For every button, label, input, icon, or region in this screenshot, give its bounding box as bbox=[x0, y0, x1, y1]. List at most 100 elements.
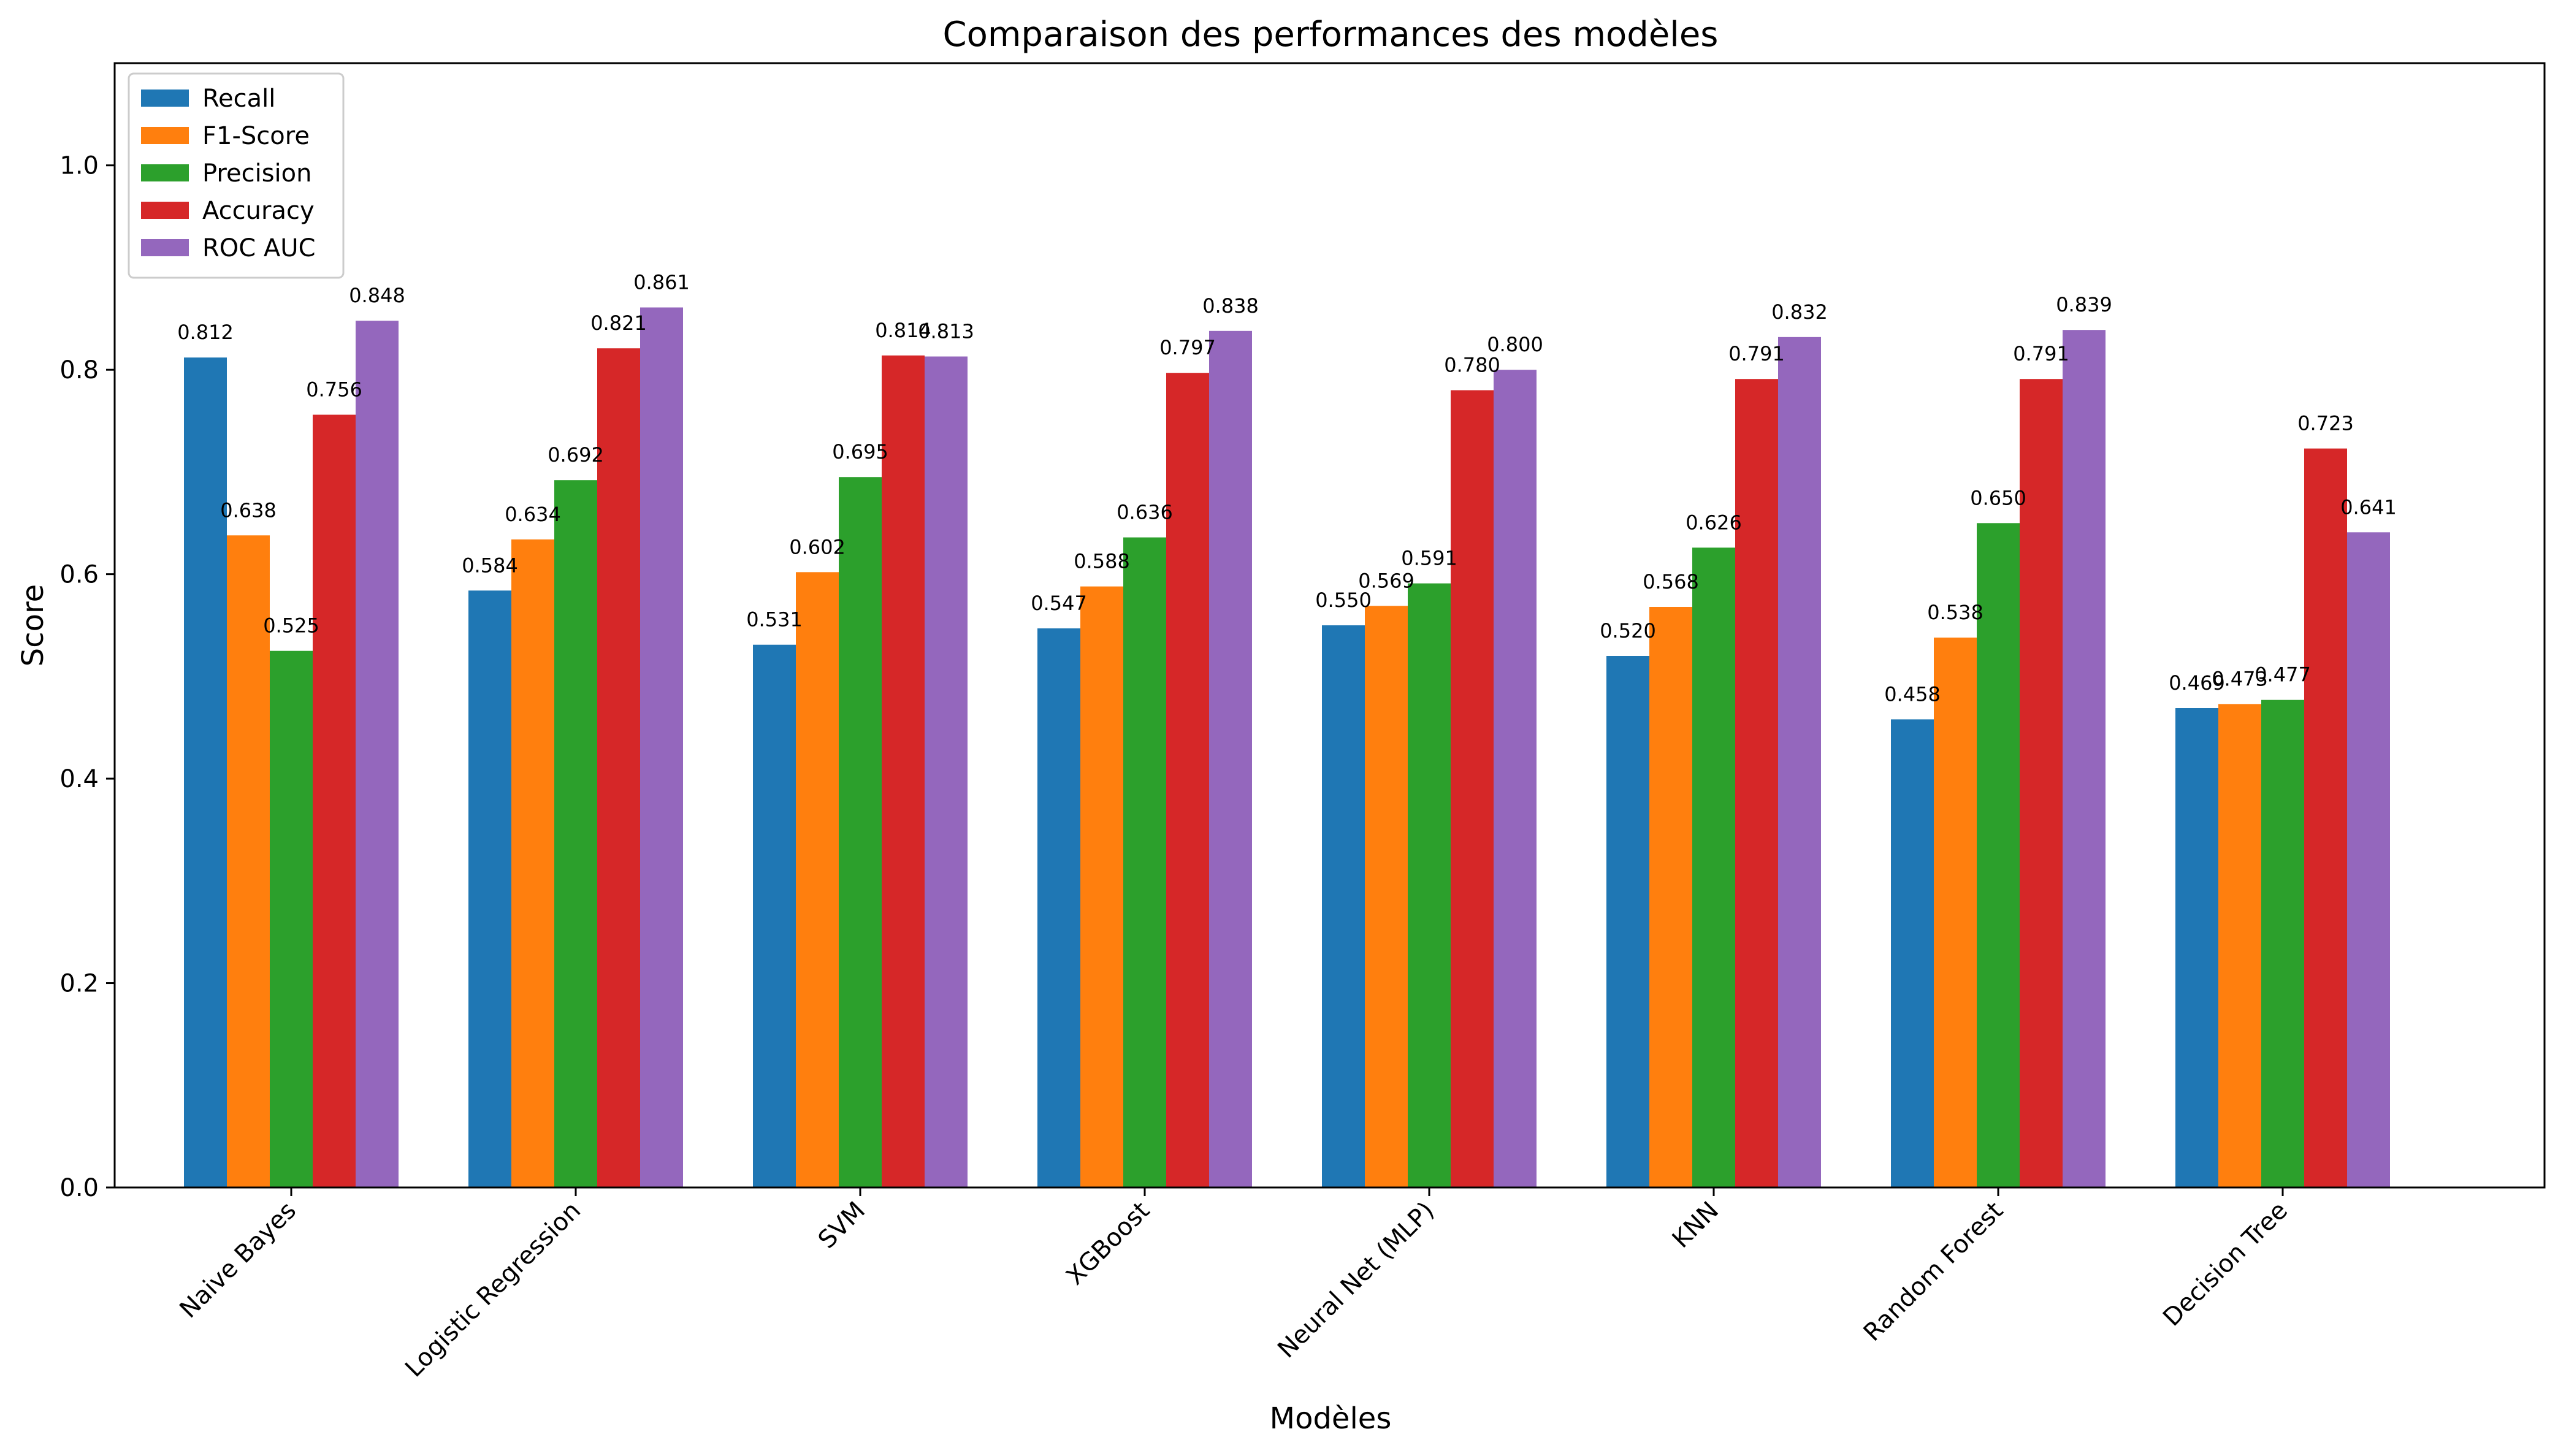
data-label: 0.650 bbox=[1970, 486, 2026, 509]
y-tick-label: 0.0 bbox=[59, 1174, 99, 1202]
legend-swatch bbox=[141, 239, 189, 256]
data-label: 0.591 bbox=[1401, 547, 1457, 570]
data-label: 0.839 bbox=[2056, 293, 2112, 316]
data-label: 0.791 bbox=[1728, 342, 1785, 365]
data-label: 0.813 bbox=[918, 320, 974, 343]
bar bbox=[1891, 719, 1934, 1187]
bar bbox=[270, 650, 313, 1187]
bar bbox=[2261, 699, 2304, 1187]
data-label: 0.838 bbox=[1202, 294, 1259, 318]
bar bbox=[468, 590, 511, 1187]
bar bbox=[839, 477, 882, 1188]
bars-layer bbox=[184, 307, 2390, 1188]
bar bbox=[597, 348, 640, 1188]
bar bbox=[184, 357, 227, 1188]
legend-label: Precision bbox=[202, 159, 311, 188]
legend: Recall F1-Score Precision Accuracy ROC AUC bbox=[128, 72, 345, 279]
data-label: 0.812 bbox=[177, 321, 234, 344]
bar bbox=[1494, 370, 1537, 1188]
data-label: 0.641 bbox=[2340, 495, 2397, 519]
bar bbox=[227, 535, 270, 1187]
y-tick-label: 0.6 bbox=[59, 561, 99, 589]
data-label: 0.832 bbox=[1771, 300, 1828, 324]
data-label: 0.756 bbox=[306, 378, 362, 402]
bar bbox=[2347, 532, 2390, 1187]
bar bbox=[313, 414, 356, 1187]
data-label: 0.538 bbox=[1927, 601, 1983, 624]
data-label: 0.791 bbox=[2013, 342, 2069, 365]
legend-frame bbox=[128, 72, 345, 279]
bar bbox=[1322, 625, 1365, 1187]
bar bbox=[511, 539, 554, 1187]
data-label: 0.814 bbox=[875, 319, 931, 342]
data-label: 0.634 bbox=[505, 503, 561, 526]
data-label: 0.588 bbox=[1074, 550, 1130, 573]
data-label: 0.723 bbox=[2297, 412, 2354, 435]
bar bbox=[2020, 379, 2063, 1188]
data-label: 0.695 bbox=[832, 440, 888, 463]
bar bbox=[1365, 606, 1408, 1187]
legend-label: F1-Score bbox=[202, 122, 310, 150]
bar bbox=[1735, 379, 1778, 1188]
bar bbox=[1649, 607, 1692, 1187]
bar bbox=[1451, 390, 1494, 1187]
data-label: 0.473 bbox=[2212, 667, 2268, 690]
legend-label: ROC AUC bbox=[202, 234, 316, 262]
data-label: 0.547 bbox=[1031, 592, 1087, 615]
bar bbox=[1778, 337, 1821, 1187]
bar bbox=[1166, 373, 1209, 1188]
data-label: 0.469 bbox=[2169, 671, 2225, 695]
data-label: 0.477 bbox=[2254, 663, 2311, 687]
bar bbox=[554, 480, 597, 1188]
data-label: 0.821 bbox=[590, 311, 647, 335]
y-tick-label: 1.0 bbox=[59, 152, 99, 180]
bar bbox=[1408, 583, 1451, 1187]
bar bbox=[1692, 547, 1735, 1187]
bar bbox=[2304, 448, 2347, 1187]
data-label: 0.626 bbox=[1686, 511, 1742, 534]
legend-label: Recall bbox=[202, 85, 275, 113]
data-label: 0.525 bbox=[263, 614, 319, 638]
y-tick-label: 0.4 bbox=[59, 765, 99, 793]
y-tick-label: 0.8 bbox=[59, 356, 99, 384]
bar bbox=[1123, 537, 1166, 1187]
bar bbox=[882, 355, 925, 1187]
data-label: 0.602 bbox=[789, 535, 846, 558]
bar bbox=[356, 321, 399, 1188]
legend-swatch bbox=[141, 164, 189, 181]
bar bbox=[2175, 708, 2218, 1187]
bar bbox=[925, 356, 968, 1187]
chart-title: Comparaison des performances des modèles bbox=[943, 15, 1719, 55]
plot-frame bbox=[113, 62, 2546, 1189]
bar bbox=[1080, 586, 1123, 1187]
data-label: 0.550 bbox=[1315, 589, 1372, 612]
bar bbox=[1934, 638, 1977, 1187]
x-axis-label: Modèles bbox=[1270, 1401, 1392, 1436]
legend-swatch bbox=[141, 202, 189, 219]
bar bbox=[1037, 628, 1080, 1187]
bar bbox=[1209, 330, 1252, 1187]
data-label: 0.861 bbox=[633, 271, 690, 294]
legend-label: Accuracy bbox=[202, 197, 315, 225]
value-labels-layer: 0.812 0.584 0.531 0.547 0.550 0.520 0.458 0.469… bbox=[177, 271, 2397, 706]
data-label: 0.531 bbox=[746, 608, 803, 631]
legend-swatch bbox=[141, 127, 189, 144]
y-axis-label: Score bbox=[16, 584, 50, 666]
bar bbox=[796, 572, 839, 1187]
bar bbox=[2218, 704, 2261, 1187]
data-label: 0.458 bbox=[1884, 682, 1941, 706]
bar bbox=[1606, 656, 1649, 1187]
data-label: 0.636 bbox=[1117, 501, 1173, 524]
data-label: 0.692 bbox=[548, 443, 604, 467]
bar bbox=[1977, 523, 2020, 1187]
y-tick-label: 0.2 bbox=[59, 970, 99, 998]
legend-swatch bbox=[141, 90, 189, 107]
data-label: 0.568 bbox=[1643, 570, 1699, 593]
bar bbox=[753, 644, 796, 1187]
bar bbox=[2063, 330, 2106, 1188]
data-label: 0.584 bbox=[462, 554, 518, 577]
data-label: 0.800 bbox=[1487, 333, 1543, 356]
